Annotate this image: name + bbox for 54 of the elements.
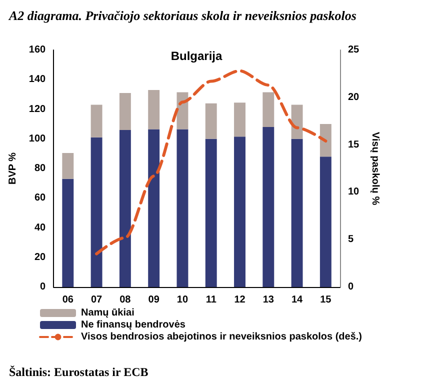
y-tick-label: 140	[28, 74, 46, 86]
bar	[62, 152, 74, 179]
x-tick-label: 13	[262, 294, 274, 306]
chart-subtitle: Bulgarija	[170, 49, 222, 63]
x-tick-label: 11	[206, 294, 217, 306]
bar	[205, 103, 217, 139]
x-tick-label: 12	[234, 294, 246, 306]
y2-tick-label: 0	[348, 282, 354, 292]
bar	[234, 136, 246, 287]
legend-label: Visos bendrosios abejotinos ir neveiksnios paskolos (deš.)	[81, 332, 362, 342]
y-tick-label: 60	[34, 192, 46, 204]
bar	[90, 137, 102, 287]
line-series	[95, 69, 328, 256]
x-tick-label: 15	[320, 294, 332, 306]
legend-label: Namų ūkiai	[81, 308, 135, 318]
bar	[291, 104, 303, 139]
bar	[176, 129, 188, 287]
bar	[291, 138, 303, 287]
y-tick-label: 100	[28, 133, 46, 144]
y2-tick-label: 5	[348, 234, 354, 246]
legend-label: Ne finansų bendrovės	[81, 320, 186, 330]
x-tick-label: 14	[291, 294, 304, 306]
y2-tick-label: 20	[348, 92, 360, 103]
y-tick-label: 0	[40, 282, 46, 292]
y-tick-label: 20	[34, 252, 46, 263]
y-tick-label: 80	[34, 163, 46, 174]
y2-axis-title: Visų paskolų %	[370, 132, 381, 206]
bar	[176, 92, 188, 130]
x-tick-label: 07	[90, 294, 103, 306]
chart-title: A2 diagrama. Privačiojo sektoriaus skola ir neveiksnios paskolos	[8, 8, 356, 23]
y-axis-title: BVP %	[8, 152, 18, 185]
y2-tick-label: 15	[348, 139, 360, 150]
bar	[262, 92, 274, 128]
bar	[148, 90, 160, 130]
y-tick-label: 120	[28, 104, 46, 115]
bar	[234, 102, 246, 137]
text: Šaltinis: Eurostatas ir ECB	[9, 365, 148, 379]
bar	[62, 178, 74, 287]
bar	[90, 104, 102, 138]
bar	[148, 129, 160, 287]
bar	[119, 92, 131, 130]
x-tick-label: 08	[120, 294, 132, 306]
x-tick-label: 06	[62, 294, 74, 306]
bar	[320, 124, 332, 157]
x-tick-label: 09	[148, 294, 160, 306]
x-tick-label: 10	[176, 294, 188, 306]
y-tick-label: 160	[28, 44, 46, 56]
bar	[320, 156, 332, 287]
y-tick-label: 40	[34, 222, 46, 234]
bar	[205, 138, 217, 287]
y2-tick-label: 25	[348, 44, 360, 56]
bar	[119, 130, 131, 287]
bar	[262, 127, 274, 287]
y2-tick-label: 10	[348, 186, 360, 198]
